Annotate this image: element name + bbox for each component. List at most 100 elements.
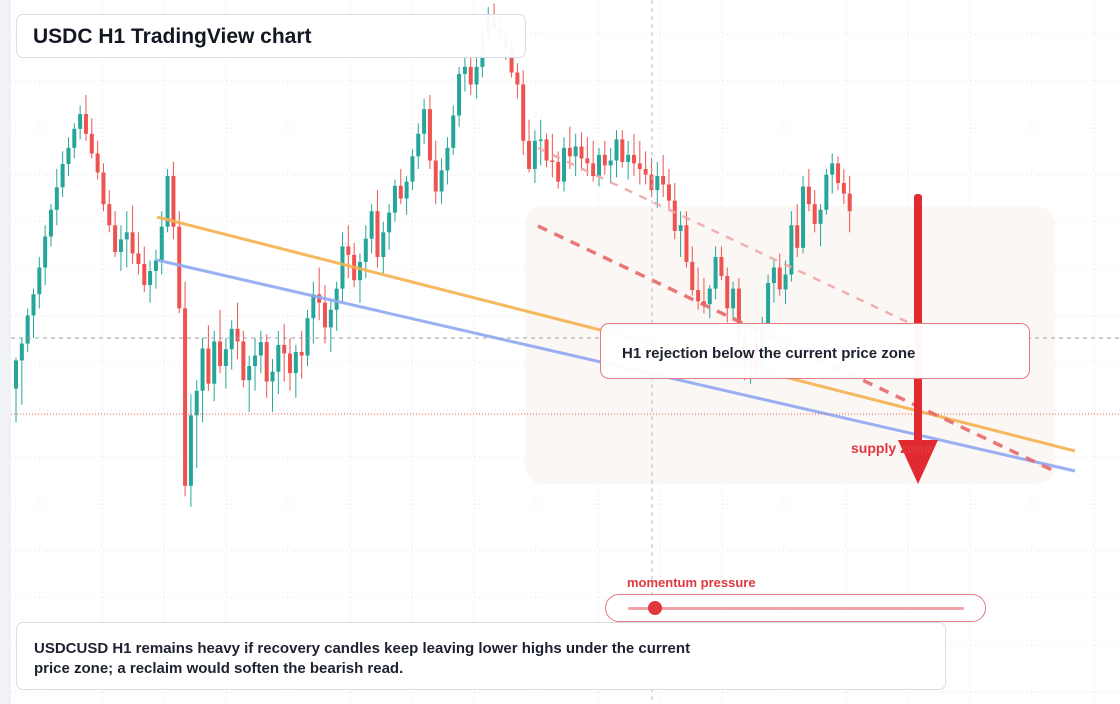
candle[interactable] (678, 211, 683, 257)
candle[interactable] (183, 281, 188, 497)
candle[interactable] (731, 281, 736, 321)
candle[interactable] (118, 225, 123, 272)
candle[interactable] (806, 168, 811, 212)
candle[interactable] (427, 95, 432, 169)
candle[interactable] (352, 242, 357, 288)
candle[interactable] (142, 246, 147, 293)
candle[interactable] (253, 337, 258, 391)
candle[interactable] (223, 337, 228, 389)
candle[interactable] (177, 211, 182, 314)
candle[interactable] (83, 95, 88, 141)
candle[interactable] (451, 105, 456, 155)
candle[interactable] (579, 132, 584, 171)
candle[interactable] (544, 133, 549, 168)
candle[interactable] (830, 153, 835, 194)
candle[interactable] (684, 211, 689, 268)
candle[interactable] (585, 137, 590, 176)
candle[interactable] (14, 357, 18, 423)
candle[interactable] (597, 147, 601, 187)
candle[interactable] (404, 176, 409, 215)
candle[interactable] (562, 137, 567, 192)
candle[interactable] (37, 256, 42, 309)
candle[interactable] (293, 344, 298, 398)
candle[interactable] (398, 168, 403, 205)
momentum-knob[interactable] (647, 601, 662, 615)
candle[interactable] (346, 225, 351, 279)
candle[interactable] (661, 154, 666, 198)
candle[interactable] (288, 337, 293, 391)
candle[interactable] (387, 204, 392, 250)
candle[interactable] (836, 156, 841, 191)
candle[interactable] (334, 281, 339, 331)
candle[interactable] (841, 168, 846, 205)
candle[interactable] (229, 320, 234, 370)
candle[interactable] (614, 130, 619, 178)
candle[interactable] (311, 281, 316, 344)
candle[interactable] (212, 330, 217, 402)
candle[interactable] (847, 176, 852, 233)
candle[interactable] (707, 285, 712, 319)
candle[interactable] (48, 204, 53, 247)
candle[interactable] (538, 119, 543, 166)
candle[interactable] (725, 267, 730, 323)
candle[interactable] (78, 105, 83, 140)
candle[interactable] (369, 204, 374, 254)
candle[interactable] (690, 246, 695, 296)
candle[interactable] (375, 190, 380, 268)
candle[interactable] (299, 330, 304, 379)
candle[interactable] (194, 380, 199, 469)
candle[interactable] (532, 130, 537, 184)
candle[interactable] (381, 221, 386, 275)
candle[interactable] (200, 337, 205, 423)
candle[interactable] (573, 133, 578, 176)
candle[interactable] (89, 118, 94, 159)
candle[interactable] (113, 211, 118, 257)
candle[interactable] (276, 330, 281, 395)
candle[interactable] (631, 133, 636, 176)
candle[interactable] (719, 246, 724, 281)
candle[interactable] (188, 394, 193, 507)
candle[interactable] (218, 309, 223, 374)
candle[interactable] (19, 337, 24, 405)
candle[interactable] (328, 299, 333, 352)
candle[interactable] (258, 330, 263, 374)
candle[interactable] (322, 285, 327, 344)
candle[interactable] (317, 267, 322, 321)
candle[interactable] (416, 123, 421, 169)
candle[interactable] (527, 119, 532, 173)
candle[interactable] (130, 205, 135, 264)
candle[interactable] (637, 140, 642, 185)
candle[interactable] (620, 130, 625, 168)
candle[interactable] (95, 140, 100, 180)
candle[interactable] (124, 211, 129, 268)
candle[interactable] (410, 149, 415, 191)
candle[interactable] (270, 359, 275, 412)
candle[interactable] (457, 66, 462, 127)
candle[interactable] (795, 204, 800, 257)
candle[interactable] (107, 190, 112, 233)
candle[interactable] (818, 204, 823, 247)
candle[interactable] (445, 137, 450, 185)
candle[interactable] (136, 232, 141, 275)
candle[interactable] (474, 56, 479, 99)
candle[interactable] (666, 168, 671, 212)
candle[interactable] (643, 151, 648, 185)
momentum-slider[interactable] (605, 594, 986, 622)
candle[interactable] (247, 355, 252, 412)
candle[interactable] (462, 56, 467, 92)
candle[interactable] (655, 161, 660, 208)
candle[interactable] (515, 63, 520, 99)
candle[interactable] (235, 302, 240, 360)
resistance-dashed-line[interactable] (537, 224, 1053, 472)
candle[interactable] (789, 211, 794, 282)
candle[interactable] (171, 161, 176, 240)
candle[interactable] (357, 253, 362, 303)
candle[interactable] (824, 168, 829, 215)
candle[interactable] (771, 260, 776, 303)
candle[interactable] (626, 140, 631, 180)
candle[interactable] (696, 267, 701, 310)
candle[interactable] (66, 137, 71, 176)
candle[interactable] (54, 168, 59, 226)
candle[interactable] (148, 260, 153, 303)
candle[interactable] (433, 140, 438, 205)
